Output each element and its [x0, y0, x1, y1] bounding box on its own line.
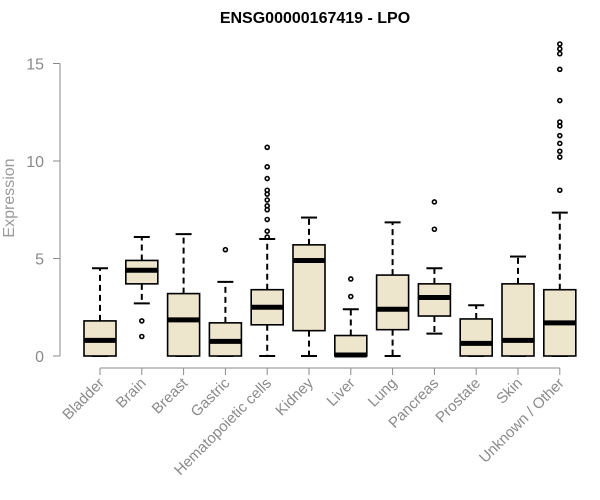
outlier-point [556, 41, 563, 47]
outlier-point [139, 318, 145, 324]
x-tick-label: Breast [149, 374, 192, 417]
outlier-point [556, 148, 563, 155]
outlier-point [264, 197, 271, 203]
y-tick-label: 10 [26, 154, 44, 171]
chart-title: ENSG00000167419 - LPO [220, 10, 410, 27]
box-hematopoietic-cells [250, 144, 284, 357]
x-tick-label: Prostate [432, 375, 484, 427]
outlier-point [264, 144, 271, 151]
outlier-point [556, 97, 563, 104]
outlier-point [264, 187, 271, 194]
plot-area [83, 41, 577, 358]
box-prostate [459, 304, 494, 357]
outlier-point [556, 187, 563, 194]
outlier-point [556, 50, 563, 57]
outlier-point [556, 132, 563, 139]
outlier-point [264, 203, 271, 209]
y-tick-label: 15 [26, 57, 44, 74]
outlier-point [556, 66, 563, 73]
iqr-box [166, 292, 201, 357]
x-tick-label: Skin [493, 375, 526, 408]
outlier-point [556, 46, 563, 52]
box-lung [375, 221, 410, 357]
y-axis: 0 5 10 15 [26, 57, 61, 366]
outlier-point [264, 228, 271, 234]
outlier-point [347, 293, 354, 300]
x-tick-label: Lung [365, 375, 401, 411]
iqr-box [375, 274, 410, 331]
iqr-box [459, 318, 494, 357]
box-pancreas [417, 199, 452, 335]
outlier-point [264, 234, 271, 240]
box-gastric [208, 246, 243, 357]
x-tick-label: Liver [324, 375, 359, 410]
x-tick-label: Bladder [59, 375, 108, 424]
outlier-point [556, 119, 563, 125]
box-skin [501, 255, 535, 357]
outlier-point [431, 199, 438, 205]
y-tick-label: 5 [35, 252, 44, 269]
box-liver [333, 276, 368, 358]
iqr-box [501, 283, 535, 357]
box-unknown-other [542, 41, 577, 357]
box-brain [125, 236, 159, 340]
outlier-point [556, 154, 563, 160]
outlier-point [264, 216, 271, 223]
x-tick-label: Kidney [272, 374, 317, 419]
box-breast [166, 233, 201, 357]
outlier-point [556, 140, 563, 147]
outlier-point [264, 175, 271, 182]
outlier-point [347, 276, 354, 282]
box-bladder [83, 267, 117, 357]
y-axis-label: Expression [1, 158, 18, 237]
outlier-point [264, 164, 271, 170]
iqr-box [292, 244, 326, 332]
outlier-point [431, 226, 438, 233]
outlier-point [139, 333, 145, 340]
y-tick-label: 0 [35, 349, 44, 366]
x-tick-label: Brain [113, 375, 150, 412]
outlier-point [222, 246, 229, 253]
box-kidney [292, 216, 326, 357]
